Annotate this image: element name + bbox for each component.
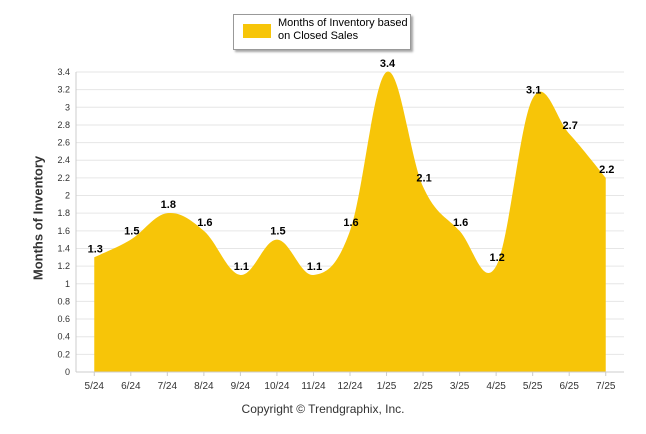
y-axis-ticks: 0 0.2 0.4 0.6 0.8 1 1.2 1.4 1.6 1.8 2 2.2 2.4 2.6 2.8 3… (57, 67, 70, 377)
data-label: 2.2 (599, 164, 614, 176)
y-tick-label: 0.6 (57, 314, 70, 324)
y-tick-label: 1.6 (57, 226, 70, 236)
x-tick-label: 3/25 (450, 381, 470, 392)
x-tick-label: 4/25 (486, 381, 506, 392)
y-tick-label: 2.2 (57, 173, 70, 183)
x-tick-label: 9/24 (231, 381, 251, 392)
x-tick-label: 7/24 (158, 381, 178, 392)
y-tick-label: 3.2 (57, 85, 70, 95)
x-tick-label: 2/25 (413, 381, 433, 392)
data-label: 2.7 (563, 120, 578, 132)
y-tick-label: 0.4 (57, 332, 70, 342)
x-axis-ticks: 5/24 6/24 7/24 8/24 9/24 10/24 11/24 12/24 1/25 2… (85, 372, 616, 392)
y-tick-label: 1.8 (57, 208, 70, 218)
y-tick-label: 1.2 (57, 261, 70, 271)
data-label: 1.1 (234, 261, 249, 273)
data-label: 1.6 (343, 217, 358, 229)
data-label: 1.2 (489, 252, 504, 264)
y-tick-label: 3.4 (57, 67, 70, 77)
x-tick-label: 6/24 (121, 381, 141, 392)
x-tick-label: 8/24 (194, 381, 214, 392)
data-label: 1.1 (307, 261, 322, 273)
data-label: 2.1 (416, 173, 431, 185)
area-series (94, 71, 606, 372)
y-tick-label: 2.4 (57, 155, 70, 165)
x-tick-label: 5/25 (523, 381, 543, 392)
x-tick-label: 6/25 (559, 381, 579, 392)
x-tick-label: 11/24 (301, 381, 326, 392)
y-tick-label: 0.2 (57, 349, 70, 359)
copyright-footer: Copyright © Trendgraphix, Inc. (241, 402, 405, 416)
data-label: 1.6 (197, 217, 212, 229)
x-tick-label: 10/24 (264, 381, 289, 392)
y-tick-label: 2 (65, 191, 70, 201)
x-tick-label: 7/25 (596, 381, 616, 392)
data-label: 1.6 (453, 217, 468, 229)
y-tick-label: 3 (65, 102, 70, 112)
data-label: 3.1 (526, 84, 541, 96)
x-tick-label: 12/24 (337, 381, 362, 392)
legend-label: Months of Inventory based on Closed Sale… (278, 17, 408, 42)
y-tick-label: 0 (65, 367, 70, 377)
data-labels: 1.3 1.5 1.8 1.6 1.1 1.5 1.1 1.6 3.4 2.1 1.6 1.2 3.1 2… (88, 58, 615, 273)
data-label: 1.3 (88, 243, 103, 255)
x-tick-label: 5/24 (85, 381, 105, 392)
area-fill (94, 71, 606, 372)
y-tick-label: 1 (65, 279, 70, 289)
data-label: 1.5 (270, 226, 285, 238)
y-axis-title: Months of Inventory (30, 155, 46, 281)
y-tick-label: 0.8 (57, 296, 70, 306)
y-tick-label: 1.4 (57, 243, 70, 253)
data-label: 3.4 (380, 58, 396, 70)
data-label: 1.8 (161, 199, 176, 211)
legend-swatch (243, 24, 271, 38)
data-label: 1.5 (124, 226, 139, 238)
x-tick-label: 1/25 (377, 381, 397, 392)
y-tick-label: 2.8 (57, 120, 70, 130)
y-tick-label: 2.6 (57, 138, 70, 148)
legend: Months of Inventory based on Closed Sale… (233, 14, 411, 50)
